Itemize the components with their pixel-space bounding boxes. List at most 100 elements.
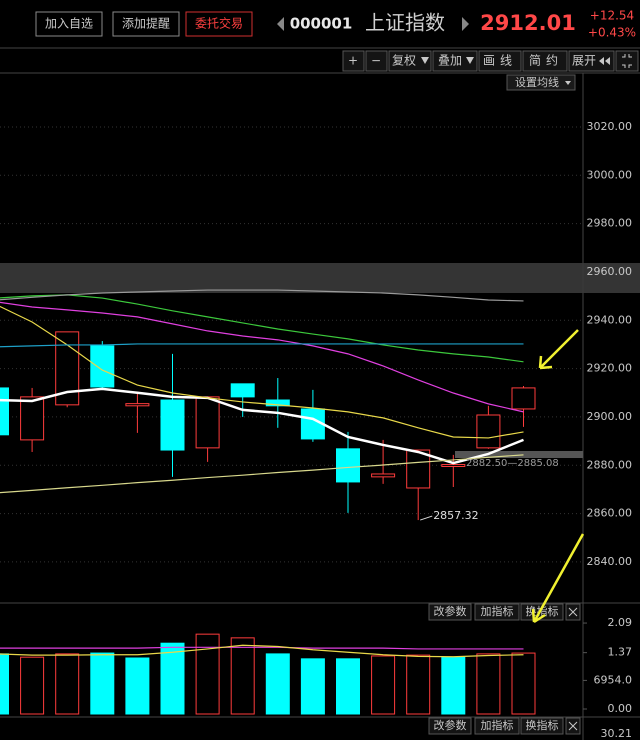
candle-body — [0, 387, 9, 436]
candle-body — [441, 464, 466, 467]
menu-frame[interactable] — [432, 50, 478, 72]
plot — [0, 126, 583, 715]
button[interactable]: 加指标 — [481, 718, 514, 732]
ma-line — [0, 454, 524, 494]
button-frame[interactable] — [520, 603, 564, 621]
volume-bar — [300, 658, 325, 715]
menu-frame[interactable] — [342, 50, 365, 72]
prev-arrow[interactable] — [277, 17, 284, 31]
volume-bar — [125, 657, 150, 715]
button-frame[interactable] — [474, 717, 520, 735]
y-tick-label: 2900.00 — [587, 410, 633, 423]
close-icon[interactable] — [568, 607, 578, 617]
button[interactable]: 改参数 — [434, 718, 467, 732]
low-pointer — [420, 515, 433, 521]
range-band — [455, 451, 583, 458]
ma-line — [0, 644, 524, 658]
y-tick-label: 30.21 — [601, 727, 633, 740]
ma-line — [0, 289, 524, 302]
y-tick-label: 2940.00 — [587, 313, 633, 326]
menu-frame[interactable] — [568, 50, 615, 72]
ma-button[interactable]: 设置均线 — [515, 75, 559, 89]
candle-body — [90, 345, 115, 388]
volume-bar — [195, 633, 220, 715]
menu-frame[interactable] — [522, 50, 568, 72]
menu-frame[interactable] — [615, 50, 639, 72]
y-tick-label: 1.37 — [608, 646, 633, 659]
y-tick-label: 2.09 — [608, 616, 633, 629]
y-tick-label: 2980.00 — [587, 217, 633, 230]
next-arrow[interactable] — [462, 17, 469, 31]
volume-bar — [511, 652, 536, 715]
close-icon[interactable] — [568, 721, 578, 731]
candle-body — [55, 331, 80, 406]
candle-body — [336, 448, 360, 483]
menu-item[interactable]: + — [348, 54, 358, 68]
button-frame[interactable] — [474, 603, 520, 621]
menu-item[interactable]: 简约 — [529, 53, 563, 68]
arrow — [531, 533, 585, 624]
candle-body — [406, 449, 431, 489]
button-frame[interactable] — [428, 603, 472, 621]
candle-body — [230, 383, 255, 398]
button[interactable]: 委托交易 — [195, 16, 243, 31]
y-tick-label: 6954.0 — [594, 673, 633, 686]
volume-bar — [230, 637, 255, 715]
candle-body — [371, 473, 396, 478]
panel-buttons: 改参数 加指标 换指标 改参数 加指标 换指标 — [428, 603, 581, 735]
change: +12.54 — [590, 9, 634, 23]
button[interactable]: 改参数 — [434, 604, 467, 618]
volume-bar — [476, 653, 501, 715]
fullscreen-icon[interactable] — [622, 54, 632, 68]
ma-line — [0, 387, 524, 465]
menu-item[interactable]: 展开 — [572, 54, 596, 68]
menu-item[interactable]: − — [371, 54, 381, 68]
button-frame[interactable] — [112, 11, 180, 37]
volume-bar — [20, 656, 45, 715]
highlight-band — [0, 263, 583, 293]
ma-line — [0, 305, 524, 439]
volume-bar — [406, 654, 431, 715]
button[interactable]: 加入自选 — [45, 17, 93, 31]
menu-item[interactable]: 画线 — [483, 54, 517, 68]
button-frame[interactable] — [428, 717, 472, 735]
y-tick-label: 3000.00 — [587, 168, 633, 181]
low-label: 2857.32 — [433, 509, 479, 522]
menu-frame[interactable] — [478, 50, 522, 72]
button-frame[interactable] — [35, 11, 103, 37]
candle-body — [160, 399, 185, 451]
volume-bar — [90, 652, 115, 715]
stock-code: 000001 — [290, 15, 353, 33]
button-frame[interactable] — [520, 717, 564, 735]
y-tick-label: 2860.00 — [587, 507, 633, 520]
button[interactable]: 换指标 — [526, 718, 559, 732]
change-pct: +0.43% — [588, 26, 636, 40]
collapse-icon — [599, 57, 610, 65]
menu-frame[interactable] — [365, 50, 388, 72]
arrow — [538, 329, 579, 370]
candle-body — [195, 396, 220, 449]
y-tick-label: 2880.00 — [587, 458, 633, 471]
button-frame[interactable] — [185, 11, 253, 37]
y-tick-label: 3020.00 — [587, 120, 633, 133]
dropdown-arrow — [565, 81, 571, 85]
y-tick-label: 2920.00 — [587, 362, 633, 375]
candle-body — [511, 387, 536, 410]
candle-body — [20, 396, 45, 441]
menu-item[interactable]: 叠加 — [438, 54, 462, 68]
menu-item[interactable]: 复权 — [392, 54, 416, 68]
button[interactable]: 添加提醒 — [122, 16, 170, 31]
volume-bar — [336, 658, 360, 715]
menu-frame[interactable] — [388, 50, 432, 72]
overlay: 3020.00 3000.00 2980.00 2960.00 2940.00 2920.… — [420, 120, 632, 715]
volume-bar — [371, 655, 396, 715]
highlight-band — [583, 263, 640, 293]
button[interactable]: 加指标 — [481, 604, 514, 618]
ma-button-frame[interactable] — [506, 74, 576, 91]
candle-body — [125, 403, 150, 407]
dropdown-arrow — [466, 57, 474, 64]
y-tick-label: 0.00 — [608, 702, 633, 715]
y-tick-label: 2840.00 — [587, 555, 633, 568]
ma-line — [0, 343, 524, 348]
